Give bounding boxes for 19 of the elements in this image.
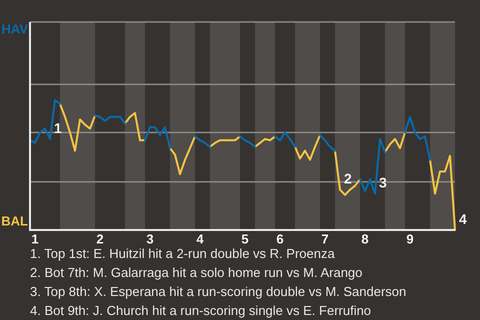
x-tick-label: 2 (96, 231, 104, 246)
x-tick-label: 3 (146, 231, 154, 246)
text: 4 (459, 210, 467, 227)
x-tick-label: 1 (31, 231, 39, 246)
x-tick-label: 5 (241, 231, 249, 246)
text: 3. Top 8th: X. Esperana hit a run-scoring double vs M. Sanderson (30, 283, 406, 301)
text: HAV (2, 22, 28, 37)
x-tick-label: 7 (321, 231, 329, 246)
text: BAL (1, 214, 28, 229)
annotation: 2 (344, 170, 352, 187)
annotation: 3 (379, 174, 387, 190)
x-tick-label: 4 (196, 231, 204, 246)
annotation: 1 (54, 120, 62, 136)
text: 2. Bot 7th: M. Galarraga hit a solo home run vs M. Arango (30, 264, 364, 282)
x-tick-label: 9 (406, 231, 414, 246)
text: 1. Top 1st: E. Huitzil hit a 2-run double vs R. Proenza (30, 246, 335, 261)
x-tick-label: 6 (276, 231, 284, 246)
x-tick-label: 8 (361, 231, 369, 246)
text: 4. Bot 9th: J. Church hit a run-scoring single vs E. Ferrufino (30, 302, 372, 320)
